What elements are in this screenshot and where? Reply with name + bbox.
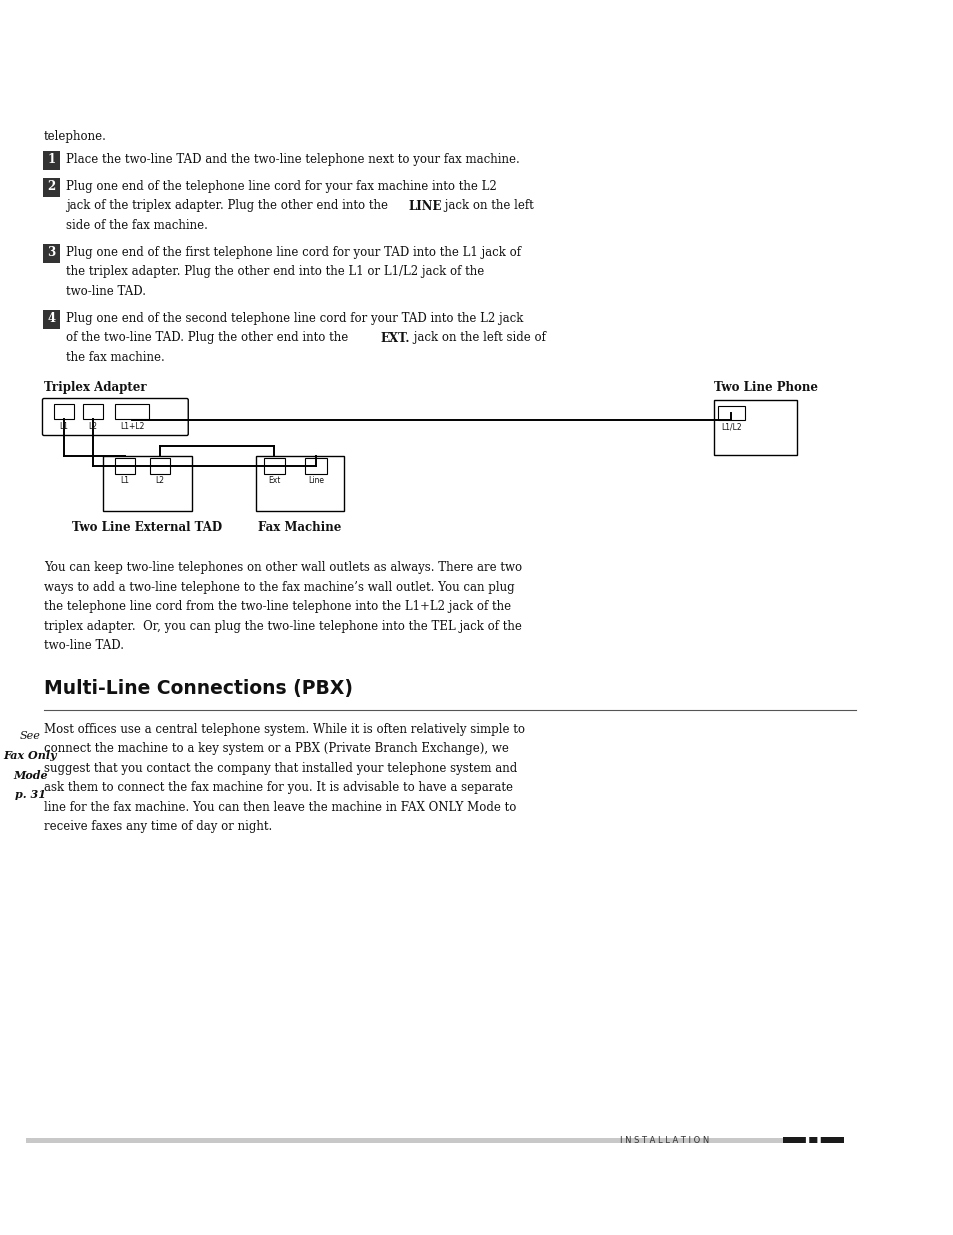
Bar <box>781 1137 842 1144</box>
Text: Mode: Mode <box>12 769 48 781</box>
Bar <box>114 458 134 474</box>
Text: ways to add a two-line telephone to the fax machine’s wall outlet. You can plug: ways to add a two-line telephone to the … <box>44 580 514 594</box>
Bar <box>263 458 285 474</box>
Text: Line: Line <box>308 475 323 485</box>
Bar <box>255 456 344 511</box>
Text: Ext: Ext <box>268 475 280 485</box>
Bar <box>103 456 192 511</box>
Text: jack on the left side of: jack on the left side of <box>410 331 546 345</box>
Text: L1: L1 <box>59 422 68 431</box>
Text: 3: 3 <box>47 246 55 259</box>
Text: Fax Machine: Fax Machine <box>258 521 341 534</box>
Text: I N S T A L L A T I O N: I N S T A L L A T I O N <box>619 1136 708 1145</box>
Text: Most offices use a central telephone system. While it is often relatively simple: Most offices use a central telephone sys… <box>44 722 524 736</box>
Text: line for the fax machine. You can then leave the machine in FAX ONLY Mode to: line for the fax machine. You can then l… <box>44 800 516 814</box>
Text: Place the two-line TAD and the two-line telephone next to your fax machine.: Place the two-line TAD and the two-line … <box>66 153 518 165</box>
Bar <box>43 151 60 170</box>
Bar <box>114 404 150 419</box>
Text: 4: 4 <box>48 312 55 325</box>
Bar <box>26 1137 781 1144</box>
Text: p. 31: p. 31 <box>14 789 46 800</box>
Text: triplex adapter.  Or, you can plug the two-line telephone into the TEL jack of t: triplex adapter. Or, you can plug the tw… <box>44 620 521 632</box>
Bar <box>43 310 60 329</box>
Text: suggest that you contact the company that installed your telephone system and: suggest that you contact the company tha… <box>44 762 517 774</box>
Bar <box>717 406 744 420</box>
Text: side of the fax machine.: side of the fax machine. <box>66 219 208 232</box>
Text: Plug one end of the telephone line cord for your fax machine into the L2: Plug one end of the telephone line cord … <box>66 180 496 193</box>
Bar <box>305 458 326 474</box>
FancyBboxPatch shape <box>43 399 188 436</box>
Text: 1: 1 <box>48 153 55 165</box>
Text: Plug one end of the first telephone line cord for your TAD into the L1 jack of: Plug one end of the first telephone line… <box>66 246 520 259</box>
Text: of the two-line TAD. Plug the other end into the: of the two-line TAD. Plug the other end … <box>66 331 352 345</box>
Text: L1+L2: L1+L2 <box>120 422 144 431</box>
Text: receive faxes any time of day or night.: receive faxes any time of day or night. <box>44 820 272 832</box>
Text: Fax Only: Fax Only <box>4 750 57 761</box>
Text: Triplex Adapter: Triplex Adapter <box>44 382 147 394</box>
Text: jack on the left: jack on the left <box>440 200 533 212</box>
Text: Plug one end of the second telephone line cord for your TAD into the L2 jack: Plug one end of the second telephone lin… <box>66 312 522 325</box>
Text: the triplex adapter. Plug the other end into the L1 or L1/L2 jack of the: the triplex adapter. Plug the other end … <box>66 266 483 279</box>
Text: jack of the triplex adapter. Plug the other end into the: jack of the triplex adapter. Plug the ot… <box>66 200 391 212</box>
Bar <box>43 245 60 263</box>
Bar <box>53 404 73 419</box>
Bar <box>43 178 60 198</box>
Text: two-line TAD.: two-line TAD. <box>66 285 146 298</box>
Text: connect the machine to a key system or a PBX (Private Branch Exchange), we: connect the machine to a key system or a… <box>44 742 508 755</box>
Text: L1: L1 <box>120 475 129 485</box>
Text: See: See <box>20 730 41 741</box>
Text: LINE: LINE <box>408 200 441 212</box>
Text: L2: L2 <box>155 475 165 485</box>
Text: L2: L2 <box>89 422 97 431</box>
Text: two-line TAD.: two-line TAD. <box>44 638 124 652</box>
Text: telephone.: telephone. <box>44 130 107 143</box>
Text: 2: 2 <box>47 180 55 193</box>
Text: Two Line Phone: Two Line Phone <box>713 382 817 394</box>
Bar <box>151 458 170 474</box>
Text: L1/L2: L1/L2 <box>720 422 740 431</box>
Bar <box>83 404 103 419</box>
Text: EXT.: EXT. <box>380 331 410 345</box>
Bar <box>713 400 797 454</box>
Text: ask them to connect the fax machine for you. It is advisable to have a separate: ask them to connect the fax machine for … <box>44 781 513 794</box>
Text: 11: 11 <box>800 1131 824 1150</box>
Text: Two Line External TAD: Two Line External TAD <box>72 521 222 534</box>
Text: the fax machine.: the fax machine. <box>66 351 164 364</box>
Text: Multi-Line Connections (PBX): Multi-Line Connections (PBX) <box>44 678 353 698</box>
Text: You can keep two-line telephones on other wall outlets as always. There are two: You can keep two-line telephones on othe… <box>44 561 521 574</box>
Text: the telephone line cord from the two-line telephone into the L1+L2 jack of the: the telephone line cord from the two-lin… <box>44 600 511 613</box>
